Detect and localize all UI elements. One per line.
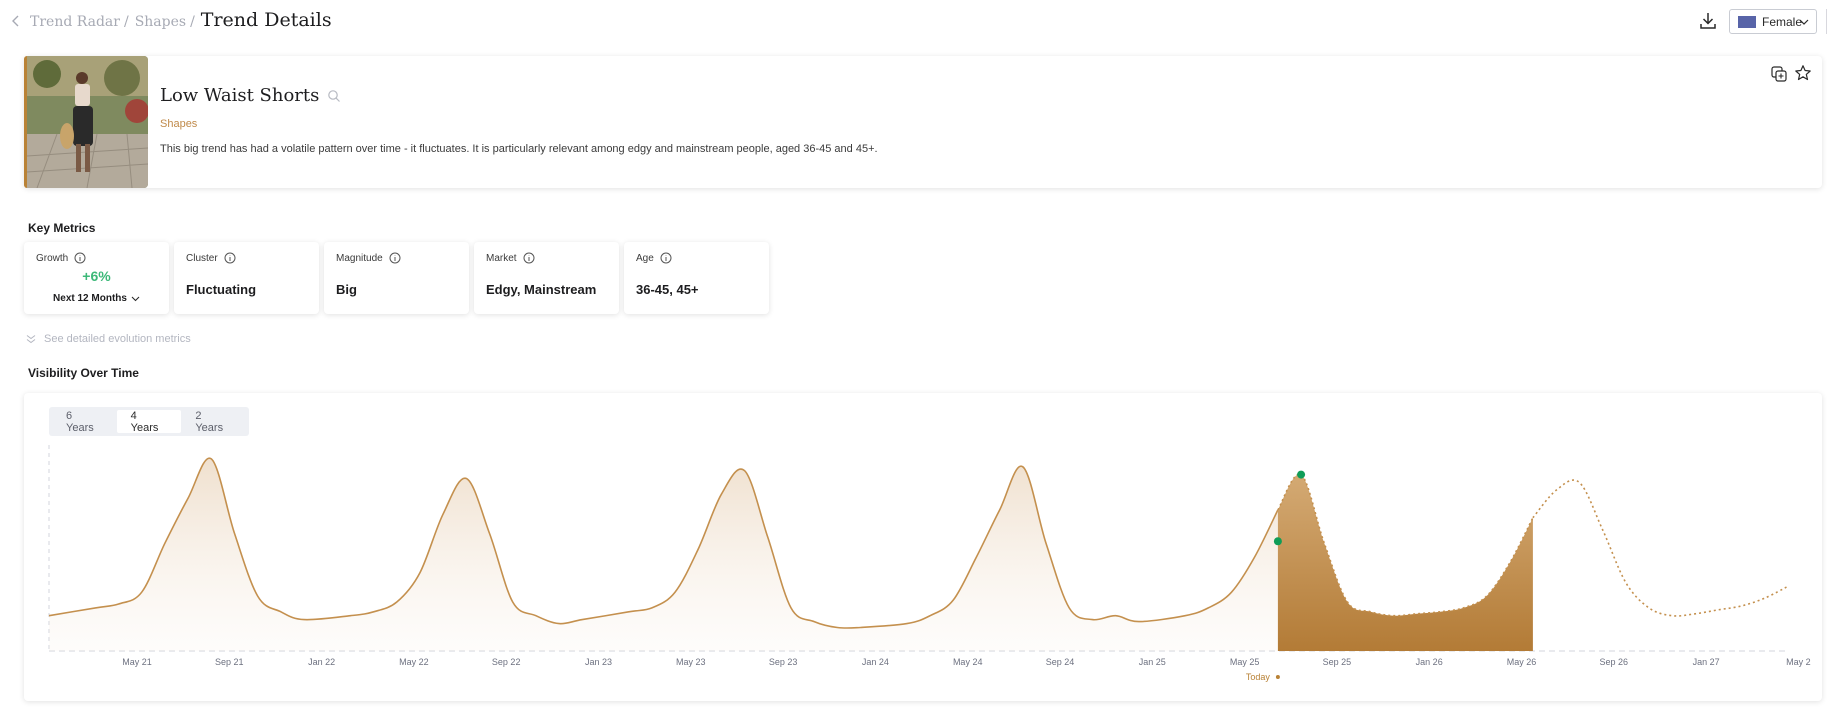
series-area-historical — [49, 458, 1278, 651]
series-area-forecast-highlight — [1277, 473, 1533, 651]
series-line-forecast-highlight — [1277, 473, 1534, 617]
metric-label: Magnitude — [336, 252, 383, 264]
overflow-control[interactable] — [1826, 9, 1832, 34]
x-tick-label: Sep 23 — [769, 657, 798, 667]
info-icon[interactable] — [74, 252, 86, 264]
metric-label: Market — [486, 252, 517, 264]
x-tick-label: May 21 — [122, 657, 152, 667]
x-tick-label: Jan 26 — [1416, 657, 1443, 667]
x-tick-label: Sep 26 — [1600, 657, 1629, 667]
chevron-left-icon[interactable] — [10, 13, 22, 29]
x-tick-label: May 2 — [1786, 657, 1811, 667]
trend-summary-card: Low Waist Shorts Shapes This big trend h… — [24, 56, 1822, 188]
metric-value: 36-45, 45+ — [636, 282, 699, 297]
double-chevron-down-icon — [26, 335, 36, 344]
growth-value: +6% — [82, 268, 111, 284]
metric-label: Cluster — [186, 252, 218, 264]
chevron-down-icon — [1799, 19, 1809, 25]
metric-value: Fluctuating — [186, 282, 257, 297]
tab-6-years[interactable]: 6 Years — [66, 409, 94, 434]
info-icon[interactable] — [523, 252, 535, 264]
star-icon[interactable] — [1794, 64, 1812, 82]
visibility-title: Visibility Over Time — [28, 366, 139, 380]
search-icon[interactable] — [327, 89, 341, 103]
trend-title-row: Low Waist Shorts — [160, 85, 341, 106]
series-line-historical — [48, 457, 1279, 629]
breadcrumb-separator: / — [123, 14, 129, 30]
metric-label: Age — [636, 252, 654, 264]
growth-period-label: Next 12 Months — [53, 293, 127, 304]
trend-description: This big trend has had a volatile patter… — [160, 143, 878, 155]
trend-category-link[interactable]: Shapes — [160, 118, 198, 130]
x-tick-label: Sep 24 — [1046, 657, 1075, 667]
x-tick-label: May 24 — [953, 657, 983, 667]
tab-2-years[interactable]: 2 Years — [195, 409, 224, 434]
metric-card-magnitude: Magnitude Big — [324, 242, 469, 314]
x-tick-label: May 25 — [1230, 657, 1260, 667]
download-icon[interactable] — [1698, 10, 1718, 32]
page-header: Trend Radar / Shapes / Trend Details Fem… — [0, 0, 1832, 44]
see-detailed-metrics-label: See detailed evolution metrics — [44, 333, 191, 345]
see-detailed-metrics-link[interactable]: See detailed evolution metrics — [26, 333, 191, 345]
x-tick-label: May 26 — [1507, 657, 1537, 667]
metric-card-growth: Growth +6% Next 12 Months — [24, 242, 169, 314]
breadcrumb: Trend Radar / Shapes / Trend Details — [30, 9, 332, 31]
trend-marker-point — [1273, 537, 1282, 546]
flag-icon — [1738, 15, 1756, 28]
x-tick-label: Sep 21 — [215, 657, 244, 667]
trend-photo — [27, 56, 148, 188]
metric-label: Growth — [36, 252, 69, 264]
info-icon[interactable] — [389, 252, 401, 264]
x-tick-label: May 22 — [399, 657, 429, 667]
key-metrics-title: Key Metrics — [28, 221, 96, 235]
x-tick-label: Sep 22 — [492, 657, 521, 667]
metric-card-age: Age 36-45, 45+ — [624, 242, 769, 314]
gender-select-value: Female — [1762, 14, 1803, 29]
tab-4-years[interactable]: 4 Years — [116, 410, 182, 434]
trend-marker-point — [1297, 470, 1306, 479]
copy-icon[interactable] — [1770, 65, 1788, 83]
info-icon[interactable] — [660, 252, 672, 264]
x-tick-label: Jan 25 — [1139, 657, 1166, 667]
breadcrumb-shapes[interactable]: Shapes — [134, 14, 187, 30]
info-icon[interactable] — [224, 252, 236, 264]
x-tick-label: Jan 23 — [585, 657, 612, 667]
x-tick-label: Sep 25 — [1323, 657, 1352, 667]
growth-period-select[interactable]: Next 12 Months — [24, 293, 169, 304]
gender-select[interactable]: Female — [1729, 9, 1817, 34]
breadcrumb-separator: / — [190, 14, 195, 30]
x-tick-label: May 23 — [676, 657, 706, 667]
trend-accent-bar — [24, 56, 27, 188]
metric-value: Big — [336, 282, 357, 297]
page-title: Trend Details — [200, 9, 332, 31]
breadcrumb-trend-radar[interactable]: Trend Radar — [30, 14, 120, 30]
metric-card-cluster: Cluster Fluctuating — [174, 242, 319, 314]
metric-value: Edgy, Mainstream — [486, 282, 597, 297]
trend-title: Low Waist Shorts — [160, 85, 320, 106]
today-dot — [1275, 675, 1280, 679]
series-line-forecast — [1532, 479, 1789, 617]
metric-card-market: Market Edgy, Mainstream — [474, 242, 619, 314]
range-tabs: 6 Years 4 Years 2 Years — [49, 407, 249, 436]
x-tick-label: Jan 27 — [1693, 657, 1720, 667]
x-tick-label: Jan 24 — [862, 657, 889, 667]
x-tick-label: Jan 22 — [308, 657, 335, 667]
today-label: Today — [1246, 672, 1271, 682]
chevron-down-icon — [131, 296, 140, 301]
